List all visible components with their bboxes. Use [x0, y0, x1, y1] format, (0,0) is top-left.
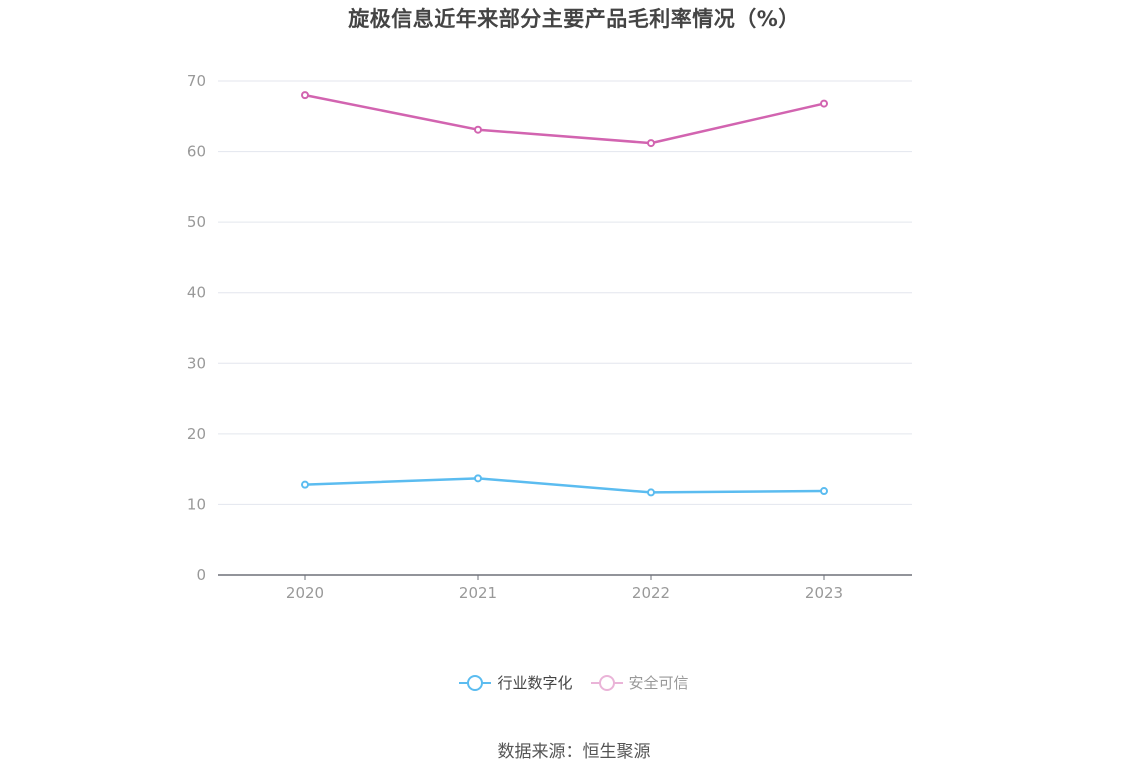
data-point: [647, 139, 655, 148]
legend-label: 行业数字化: [497, 674, 573, 692]
y-tick-label: 20: [187, 425, 206, 443]
legend-label: 安全可信: [628, 674, 689, 692]
x-tick-label: 2020: [286, 584, 324, 602]
x-tick-label: 2023: [805, 584, 843, 602]
grid-lines: [218, 80, 912, 505]
series-lines: [301, 91, 828, 497]
y-tick-label: 10: [187, 495, 206, 513]
legend-line-marker-icon: [590, 673, 623, 693]
series-line-1: [303, 477, 826, 494]
series-line-2: [303, 93, 826, 145]
data-source-note: 数据来源：恒生聚源: [497, 742, 651, 762]
data-point: [647, 488, 655, 497]
y-tick-label: 70: [187, 72, 206, 90]
legend-item-series-1[interactable]: 行业数字化: [459, 672, 573, 693]
tick-labels: 0 10 20 30 40 50 60 70 2020 2021 2022 2023: [187, 72, 843, 602]
chart-title: 旋极信息近年来部分主要产品毛利率情况（%）: [348, 7, 800, 31]
axes: [218, 574, 912, 580]
data-point: [474, 125, 482, 134]
legend-line-marker-icon: [459, 673, 492, 693]
y-tick-label: 0: [196, 566, 206, 584]
x-tick-label: 2022: [632, 584, 670, 602]
data-point: [301, 91, 309, 100]
x-tick-label: 2021: [459, 584, 497, 602]
line-chart: 0 10 20 30 40 50 60 70 2020 2021 2022 2023: [187, 72, 912, 602]
data-point: [301, 480, 309, 489]
y-tick-label: 60: [187, 143, 206, 161]
legend-item-series-2[interactable]: 安全可信: [590, 672, 689, 693]
y-tick-label: 30: [187, 354, 206, 372]
y-tick-label: 40: [187, 284, 206, 302]
legend: 行业数字化 安全可信: [0, 672, 1148, 693]
data-point: [474, 474, 482, 483]
data-point: [820, 99, 828, 108]
y-tick-label: 50: [187, 213, 206, 231]
data-point: [820, 487, 828, 496]
